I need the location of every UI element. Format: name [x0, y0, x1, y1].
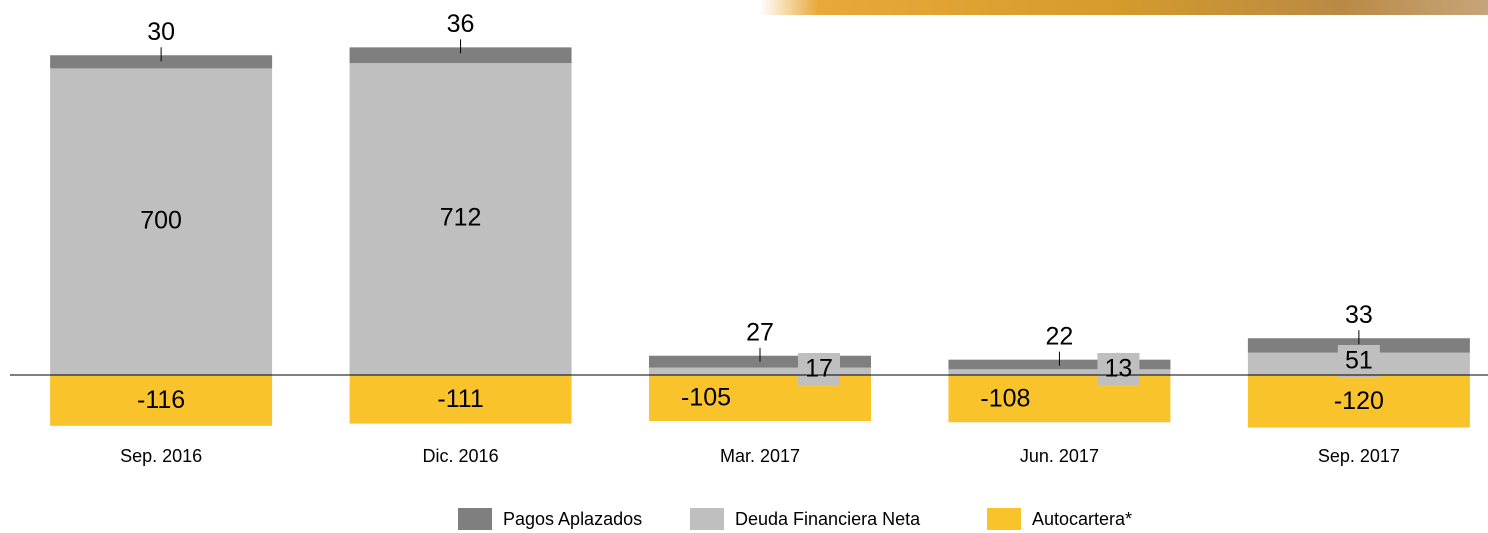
background-photo: [760, 0, 1488, 15]
x-tick-label: Sep. 2016: [120, 446, 202, 466]
data-label: 51: [1345, 347, 1373, 375]
data-label: -116: [137, 386, 185, 414]
x-tick-label: Jun. 2017: [1020, 446, 1099, 466]
data-label: -111: [437, 385, 483, 413]
label-box: [798, 353, 840, 385]
bar-segment: [50, 68, 273, 376]
bar-segment: [50, 375, 273, 426]
bar-segment: [1247, 375, 1470, 428]
data-label: -120: [1334, 387, 1384, 415]
data-label: 17: [805, 355, 833, 383]
bar-segment: [349, 47, 572, 64]
data-label: 27: [746, 318, 774, 346]
legend-swatch: [458, 508, 492, 530]
bar-segment: [948, 369, 1171, 375]
x-tick-label: Dic. 2016: [423, 446, 499, 466]
data-label: 33: [1345, 301, 1373, 329]
legend-label: Pagos Aplazados: [503, 509, 642, 529]
data-label: -108: [980, 384, 1030, 412]
data-label: 22: [1046, 322, 1074, 350]
legend-label: Autocartera*: [1032, 509, 1132, 529]
data-label: 30: [147, 18, 175, 46]
data-label: -105: [681, 384, 731, 412]
legend-swatch: [690, 508, 724, 530]
x-tick-label: Mar. 2017: [720, 446, 800, 466]
plot: 30 700 -116 Sep. 2016 36 712 -111 Dic. 2016 27 17…: [10, 10, 1488, 466]
bar-segment: [349, 375, 572, 424]
legend: Pagos Aplazados Deuda Financiera Neta Auto…: [458, 508, 1132, 530]
data-label: 700: [140, 206, 182, 234]
data-label: 712: [440, 204, 482, 232]
bar-segment: [649, 367, 871, 375]
x-tick-label: Sep. 2017: [1318, 446, 1400, 466]
bar-segment: [50, 55, 273, 69]
label-box: [1337, 345, 1380, 377]
label-box: [1097, 353, 1140, 385]
data-label: 36: [447, 10, 475, 38]
data-label: 13: [1105, 355, 1133, 383]
legend-label: Deuda Financiera Neta: [735, 509, 921, 529]
bar-segment: [349, 63, 572, 375]
legend-swatch: [987, 508, 1021, 530]
